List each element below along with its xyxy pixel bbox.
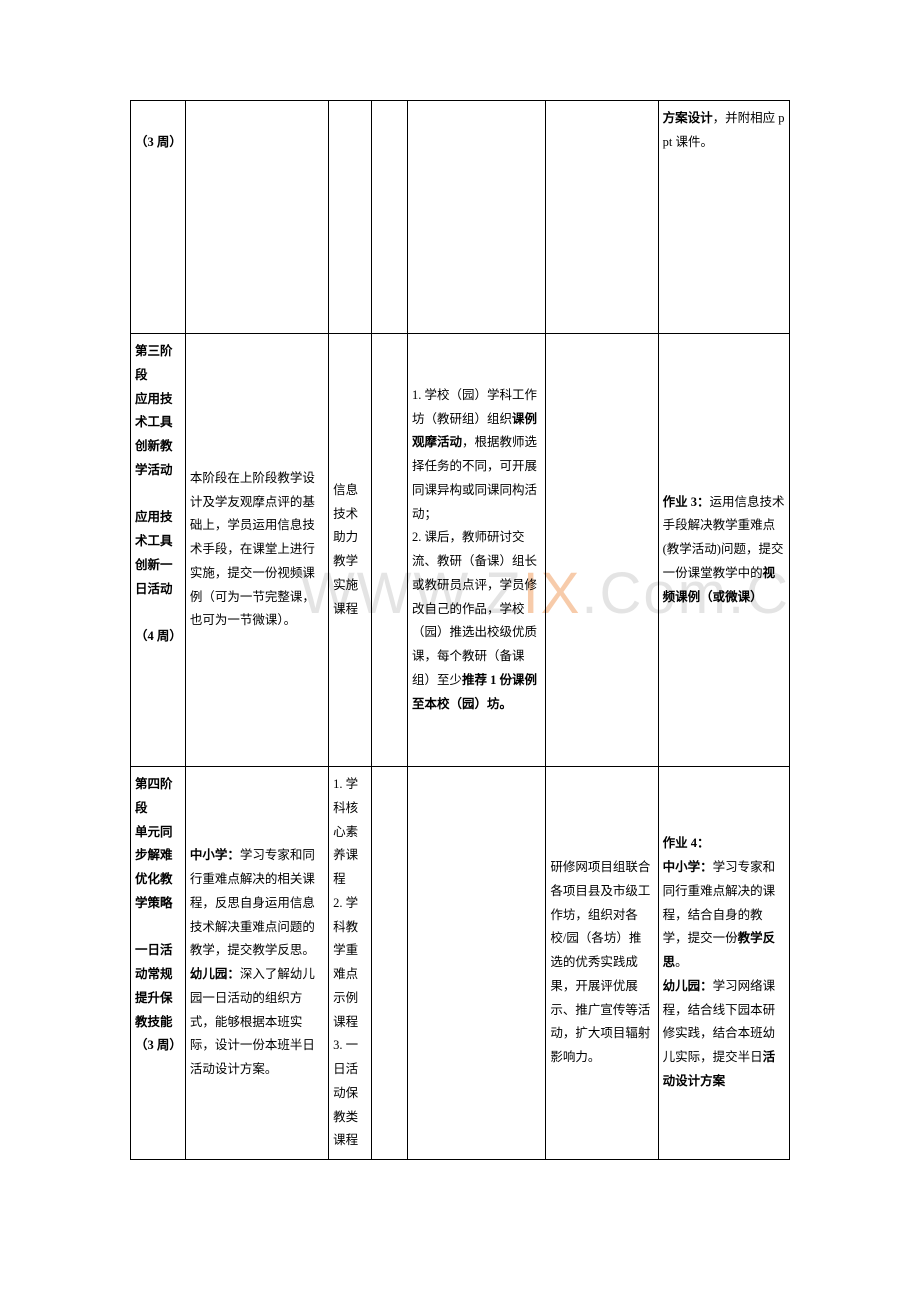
cell-text-bold: 作业 4： <box>663 836 710 850</box>
cell: 作业 4： 中小学：学习专家和同行重难点解决的课程，结合自身的教学，提交一份教学… <box>658 767 789 1160</box>
cell <box>185 101 328 334</box>
cell <box>407 767 545 1160</box>
cell: 信息技术助力教学实施课程 <box>329 334 372 767</box>
cell-text-bold: 作业 3： <box>663 495 710 509</box>
cell <box>329 101 372 334</box>
cell-text-bold: 中小学： <box>190 848 240 862</box>
cell-text: 1. 学科核心素养课程 2. 学科教学重难点示例课程 3. 一日活动保教类课程 <box>333 773 367 1153</box>
cell <box>372 101 408 334</box>
cell: 中小学：学习专家和同行重难点解决的相关课程，反思自身运用信息技术解决重难点问题的… <box>185 767 328 1160</box>
cell: 1. 学科核心素养课程 2. 学科教学重难点示例课程 3. 一日活动保教类课程 <box>329 767 372 1160</box>
cell-text: （3 周） <box>135 107 181 155</box>
cell: 作业 3：运用信息技术手段解决教学重难点(教学活动)问题，提交一份课堂教学中的视… <box>658 334 789 767</box>
cell <box>546 101 658 334</box>
cell: 研修网项目组联合各项目县及市级工作坊，组织对各校/园（各坊）推选的优秀实践成果，… <box>546 767 658 1160</box>
cell-text-bold: 中小学： <box>663 860 713 874</box>
cell <box>407 101 545 334</box>
cell-text: 研修网项目组联合各项目县及市级工作坊，组织对各校/园（各坊）推选的优秀实践成果，… <box>550 856 653 1070</box>
cell: 方案设计，并附相应 ppt 课件。 <box>658 101 789 334</box>
cell-text-bold: 方案设计 <box>663 111 713 125</box>
cell: 1. 学校（园）学科工作坊（教研组）组织课例观摩活动，根据教师选择任务的不同，可… <box>407 334 545 767</box>
cell-text-bold: 幼儿园： <box>190 967 240 981</box>
table-row: （3 周） 方案设计，并附相应 ppt 课件。 <box>131 101 790 334</box>
main-table: （3 周） 方案设计，并附相应 ppt 课件。 第三阶段 应用技术工具创新教学活… <box>130 100 790 1160</box>
cell: 本阶段在上阶段教学设计及学友观摩点评的基础上，学员运用信息技术手段，在课堂上进行… <box>185 334 328 767</box>
cell-text: 。 <box>675 955 688 969</box>
table-row: 第四阶段 单元同步解难优化教学策略 一日活动常规提升保教技能 （3 周） 中小学… <box>131 767 790 1160</box>
cell-text: 深入了解幼儿园一日活动的组织方式，能够根据本班实际，设计一份本班半日活动设计方案… <box>190 967 315 1076</box>
cell-stage-label: （3 周） <box>131 101 186 334</box>
cell <box>546 334 658 767</box>
cell-text: 学习专家和同行重难点解决的相关课程，反思自身运用信息技术解决重难点问题的教学，提… <box>190 848 315 957</box>
cell-text: 第四阶段 单元同步解难优化教学策略 一日活动常规提升保教技能 （3 周） <box>135 773 181 1058</box>
table-row: 第三阶段 应用技术工具创新教学活动 应用技术工具创新一日活动 （4 周） 本阶段… <box>131 334 790 767</box>
cell-text: 本阶段在上阶段教学设计及学友观摩点评的基础上，学员运用信息技术手段，在课堂上进行… <box>190 467 324 633</box>
cell-text: ，根据教师选择任务的不同，可开展同课异构或同课同构活动； 2. 课后，教师研讨交… <box>412 435 537 687</box>
cell-text-bold: 幼儿园： <box>663 979 713 993</box>
cell-stage-label: 第四阶段 单元同步解难优化教学策略 一日活动常规提升保教技能 （3 周） <box>131 767 186 1160</box>
cell-stage-label: 第三阶段 应用技术工具创新教学活动 应用技术工具创新一日活动 （4 周） <box>131 334 186 767</box>
cell <box>372 334 408 767</box>
cell-text: 信息技术助力教学实施课程 <box>333 479 367 622</box>
cell-text: 第三阶段 应用技术工具创新教学活动 应用技术工具创新一日活动 （4 周） <box>135 340 181 649</box>
cell <box>372 767 408 1160</box>
